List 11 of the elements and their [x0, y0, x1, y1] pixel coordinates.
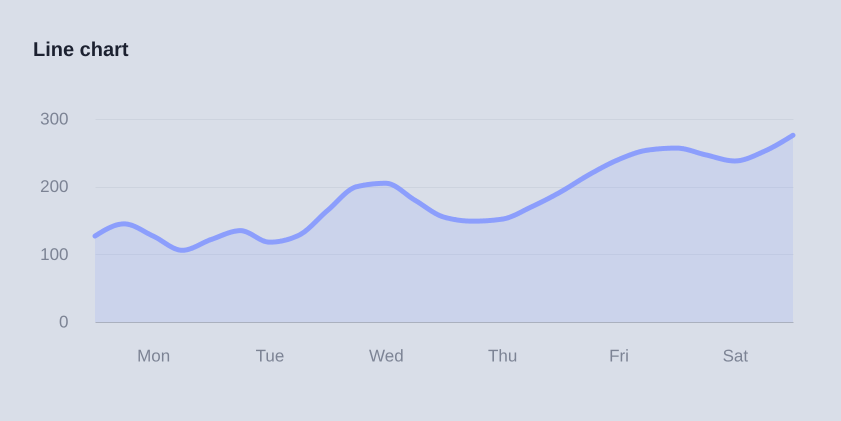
- y-tick-label: 100: [40, 244, 68, 264]
- x-tick-label: Wed: [369, 346, 404, 366]
- y-tick-label: 0: [59, 312, 68, 332]
- x-tick-label: Sat: [722, 346, 748, 366]
- chart-title: Line chart: [33, 39, 129, 61]
- x-tick-label: Fri: [609, 346, 629, 366]
- x-tick-label: Mon: [137, 346, 170, 366]
- x-tick-label: Tue: [256, 346, 284, 366]
- x-tick-label: Thu: [488, 346, 518, 366]
- y-tick-label: 200: [40, 177, 68, 196]
- y-tick-label: 300: [40, 110, 68, 128]
